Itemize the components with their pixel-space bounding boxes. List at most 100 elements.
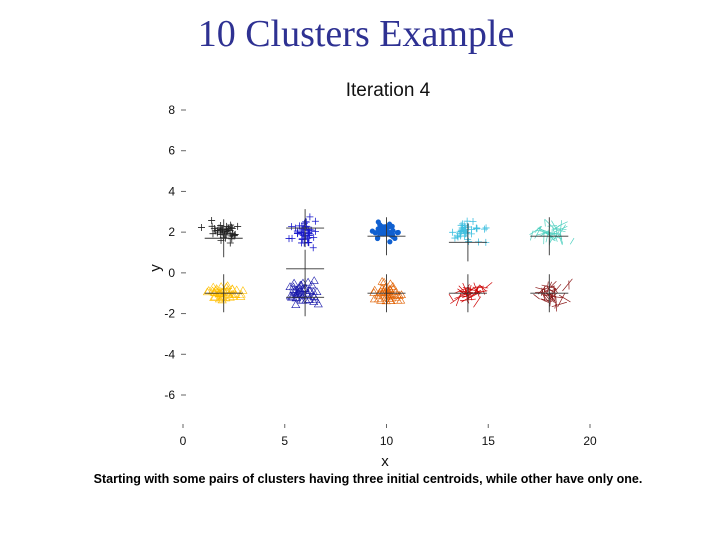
data-point	[448, 293, 454, 302]
data-point	[386, 231, 392, 237]
data-point	[209, 293, 219, 301]
data-point	[288, 292, 298, 301]
data-point	[311, 227, 319, 235]
data-point	[529, 226, 543, 235]
data-point	[377, 228, 383, 235]
data-point	[457, 288, 468, 296]
data-point	[555, 295, 558, 312]
data-point	[459, 289, 474, 296]
data-point	[535, 287, 547, 291]
cluster-6	[369, 277, 406, 305]
data-point	[215, 286, 225, 295]
data-point	[375, 219, 381, 225]
data-point	[463, 217, 471, 225]
y-axis-label: y	[147, 264, 164, 272]
data-point	[296, 290, 306, 299]
data-point	[231, 230, 239, 238]
y-tick-label: -2	[164, 307, 175, 321]
data-point	[223, 285, 233, 293]
data-point	[376, 287, 386, 295]
data-point	[310, 233, 318, 241]
x-tick-label: 10	[380, 434, 394, 448]
data-point	[534, 226, 541, 234]
data-point	[197, 223, 205, 231]
data-point	[311, 217, 319, 225]
data-point	[479, 284, 487, 292]
data-point	[369, 228, 375, 234]
data-point	[391, 287, 401, 295]
x-tick-label: 5	[281, 434, 288, 448]
data-point	[305, 234, 313, 242]
data-point	[541, 285, 555, 291]
data-point	[227, 221, 235, 229]
data-points	[197, 213, 575, 312]
data-point	[296, 295, 306, 304]
data-point	[562, 278, 573, 292]
centroid-marker	[367, 217, 406, 256]
data-point	[470, 286, 477, 291]
cluster-10	[533, 278, 573, 312]
data-point	[477, 287, 489, 289]
data-point	[396, 295, 406, 304]
data-point	[473, 225, 481, 233]
data-point	[546, 281, 557, 292]
data-point	[461, 223, 469, 231]
data-point	[460, 290, 474, 293]
y-tick-label: 4	[168, 184, 175, 198]
centroid-marker	[530, 274, 569, 313]
data-point	[212, 284, 222, 292]
data-point	[213, 229, 221, 237]
centroid-marker	[286, 209, 325, 248]
data-point	[385, 296, 395, 305]
data-point	[300, 235, 308, 243]
data-point	[469, 217, 477, 225]
data-point	[208, 217, 216, 225]
data-point	[558, 294, 571, 303]
data-point	[228, 235, 236, 243]
data-point	[482, 224, 490, 232]
data-point	[462, 294, 470, 298]
centroid-marker	[448, 223, 487, 262]
data-point	[209, 230, 217, 238]
data-point	[559, 220, 562, 232]
data-point	[304, 238, 312, 246]
data-point	[285, 235, 293, 243]
data-point	[544, 219, 546, 227]
data-point	[309, 244, 317, 252]
slide-caption: Starting with some pairs of clusters hav…	[93, 472, 643, 486]
data-point	[540, 298, 553, 302]
x-axis-label: x	[381, 453, 389, 470]
data-point	[306, 213, 314, 221]
data-point	[473, 296, 481, 308]
cluster-5	[369, 219, 401, 245]
data-point	[387, 239, 393, 245]
data-point	[288, 223, 296, 231]
data-point	[304, 294, 314, 303]
data-point	[228, 292, 238, 300]
data-point	[377, 277, 387, 285]
axis-ticks: 0 5 10 15 20 -6 -4 -2 0 2 4 6 8	[164, 103, 597, 448]
data-point	[484, 282, 493, 289]
chart-title: Iteration 4	[346, 80, 431, 101]
y-tick-label: -4	[164, 347, 175, 361]
x-tick-label: 0	[180, 434, 187, 448]
data-point	[303, 277, 313, 286]
data-point	[383, 227, 389, 233]
data-point	[299, 284, 309, 292]
data-point	[307, 280, 317, 289]
data-point	[555, 228, 566, 233]
data-point	[551, 296, 564, 299]
y-tick-label: -6	[164, 388, 175, 402]
cluster-3	[285, 213, 319, 252]
data-point	[295, 286, 305, 294]
data-point	[291, 300, 301, 308]
data-point	[530, 230, 534, 241]
data-point	[540, 289, 543, 296]
data-point	[221, 282, 231, 291]
data-point	[395, 229, 401, 236]
data-point	[544, 290, 553, 302]
data-point	[305, 286, 315, 294]
data-point	[551, 301, 567, 308]
cluster-1	[197, 217, 242, 247]
data-point	[468, 226, 476, 234]
